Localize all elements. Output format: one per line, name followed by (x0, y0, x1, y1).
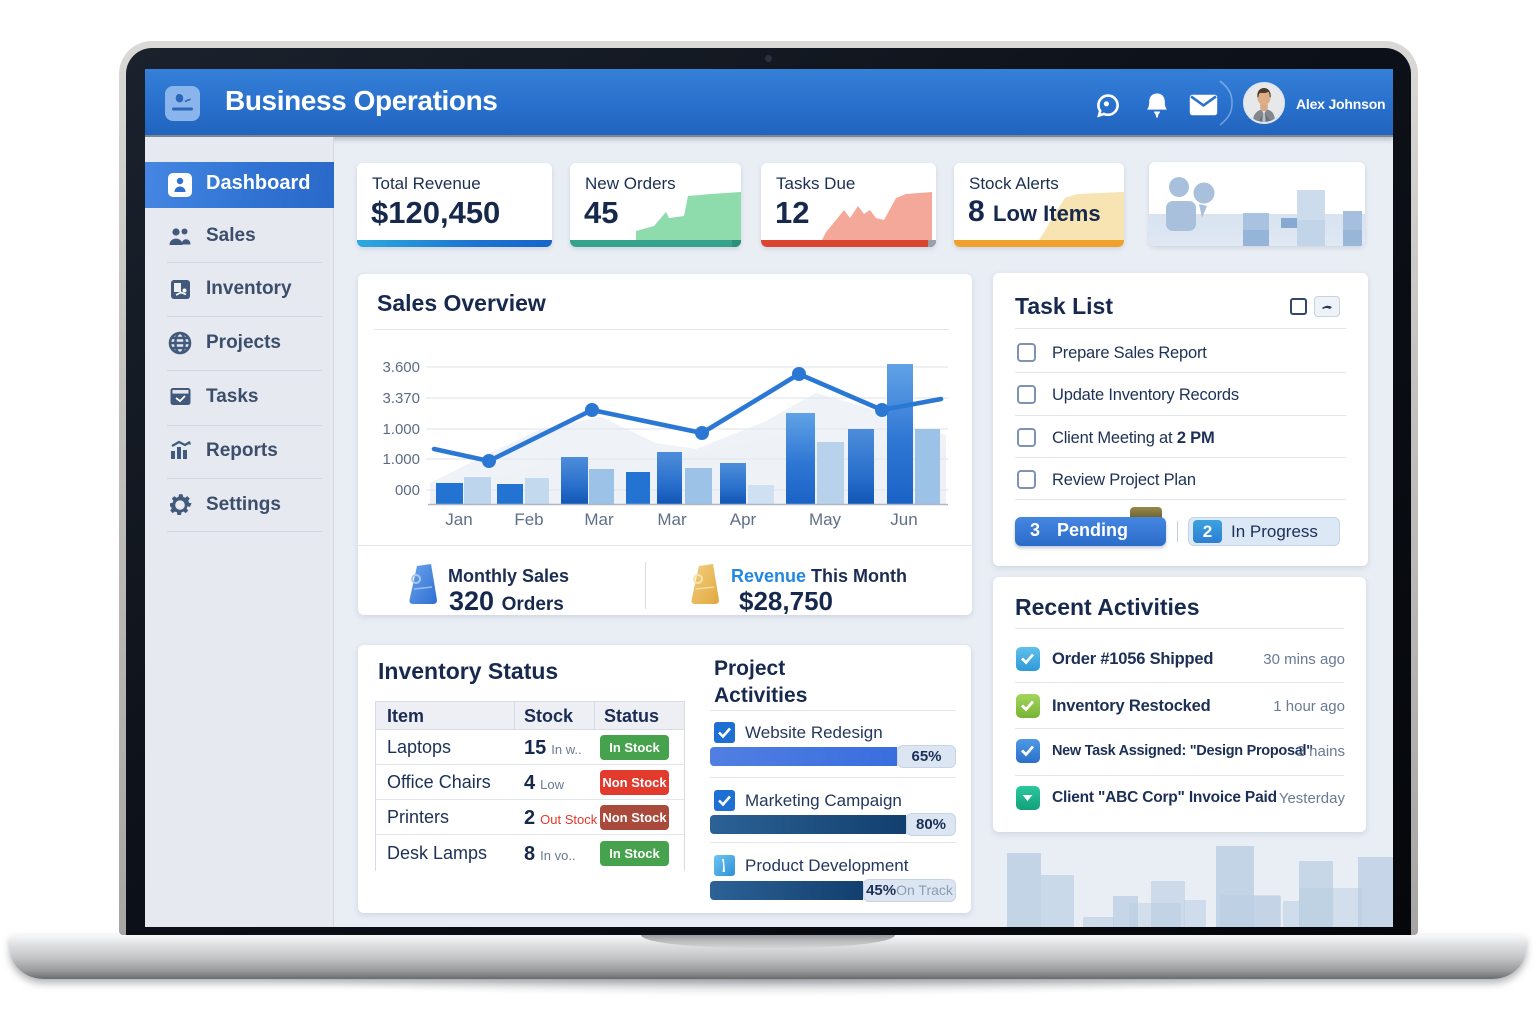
svg-text:3.600: 3.600 (382, 359, 420, 376)
svg-text:Feb: Feb (514, 510, 543, 529)
svg-text:Mar: Mar (584, 510, 614, 529)
svg-text:Jun: Jun (890, 510, 917, 529)
svg-text:3.370: 3.370 (382, 390, 420, 407)
svg-text:Mar: Mar (657, 510, 687, 529)
svg-text:1.000: 1.000 (382, 451, 420, 468)
svg-text:000: 000 (395, 482, 420, 499)
svg-text:Jan: Jan (445, 510, 472, 529)
svg-text:May: May (809, 510, 842, 529)
svg-text:Apr: Apr (730, 510, 757, 529)
svg-text:1.000: 1.000 (382, 421, 420, 438)
